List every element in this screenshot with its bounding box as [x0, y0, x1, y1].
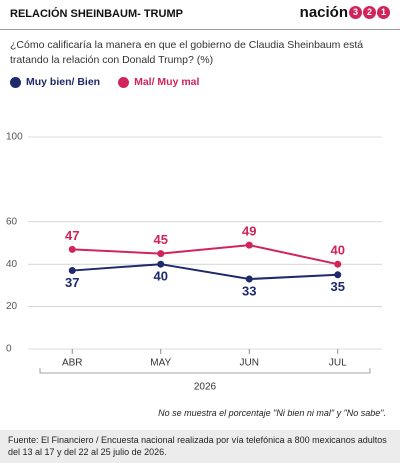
- point: [157, 250, 165, 258]
- series-line: [72, 244, 338, 266]
- data-label: 45: [154, 232, 168, 247]
- y-tick-label: 40: [6, 259, 18, 270]
- x-axis-label: 2026: [194, 382, 217, 393]
- legend-item: Muy bien/ Bien: [10, 76, 100, 88]
- header-title: RELACIÓN SHEINBAUM- TRUMP: [10, 8, 183, 20]
- point: [68, 267, 76, 275]
- legend-swatch: [10, 76, 21, 88]
- point: [334, 271, 342, 279]
- x-tick-label: JUL: [329, 358, 347, 369]
- series-line: [72, 263, 338, 281]
- y-tick-label: 20: [6, 301, 18, 312]
- subtitle: ¿Cómo calificaría la manera en que el go…: [10, 39, 364, 66]
- legend-swatch: [118, 76, 130, 88]
- point: [157, 260, 165, 268]
- point: [245, 241, 253, 249]
- legend: Muy bien/ Bien Mal/ Muy mal: [10, 76, 199, 88]
- point: [68, 245, 76, 253]
- legend-label: Muy bien/ Bien: [26, 76, 101, 88]
- x-tick-label: ABR: [62, 358, 83, 369]
- data-label: 37: [65, 275, 79, 290]
- data-label: 33: [242, 283, 256, 298]
- x-tick-label: JUN: [240, 358, 259, 369]
- chart: 0 20 40 60 100 ABR MAY JUN JUL 2026 37 40 33 35 47 45 49…: [6, 132, 382, 393]
- y-tick-label: 60: [6, 216, 18, 227]
- y-tick-label: 0: [6, 344, 12, 355]
- y-tick-label: 100: [6, 132, 23, 143]
- logo: nación 3 2 1: [300, 4, 390, 21]
- logo-digit: 3: [349, 6, 362, 19]
- point: [334, 260, 342, 268]
- legend-label: Mal/ Muy mal: [134, 76, 200, 88]
- data-label: 49: [242, 224, 256, 239]
- legend-item: Mal/ Muy mal: [118, 76, 199, 88]
- data-label: 40: [154, 269, 168, 284]
- logo-digit: 2: [363, 6, 376, 19]
- x-tick-label: MAY: [150, 358, 171, 369]
- data-label: 47: [65, 228, 79, 243]
- data-label: 40: [331, 243, 345, 258]
- logo-digit: 1: [377, 6, 390, 19]
- logo-name: nación: [299, 4, 348, 21]
- separator: [0, 29, 400, 30]
- x-group-bracket: [39, 368, 371, 374]
- point: [245, 275, 253, 283]
- source: Fuente: El Financiero / Encuesta naciona…: [8, 435, 387, 457]
- footer: Fuente: El Financiero / Encuesta naciona…: [0, 430, 400, 463]
- note: No se muestra el porcentaje "Ni bien ni …: [158, 408, 386, 418]
- data-label: 35: [331, 279, 345, 294]
